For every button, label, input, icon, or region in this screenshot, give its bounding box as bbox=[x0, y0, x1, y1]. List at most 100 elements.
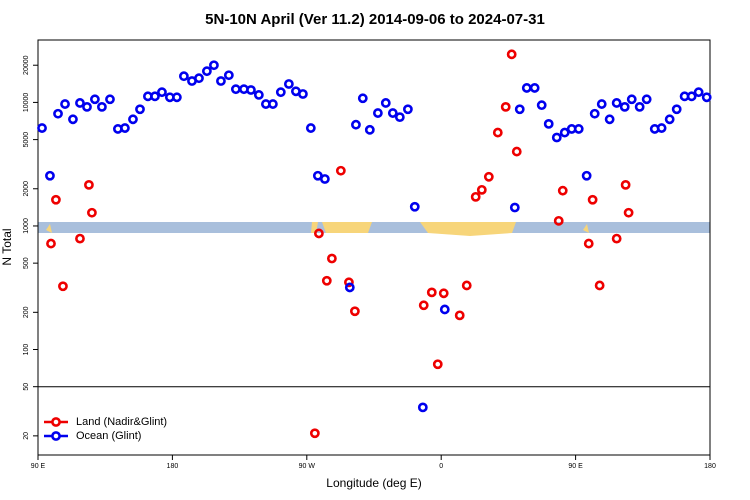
point bbox=[492, 127, 503, 138]
point bbox=[364, 124, 375, 135]
point bbox=[97, 101, 107, 112]
land-patch bbox=[46, 224, 52, 233]
point bbox=[223, 70, 234, 81]
point bbox=[596, 99, 607, 109]
y-tick-label: 2000 bbox=[23, 181, 30, 197]
point bbox=[470, 191, 481, 202]
y-tick-label: 5000 bbox=[23, 132, 30, 148]
x-axis-title: Longitude (deg E) bbox=[326, 476, 421, 490]
legend-marker bbox=[51, 431, 61, 441]
point bbox=[557, 185, 568, 196]
point bbox=[68, 114, 78, 125]
point bbox=[150, 91, 160, 102]
point bbox=[128, 114, 138, 125]
point bbox=[594, 280, 605, 291]
y-tick-label: 50 bbox=[23, 383, 30, 391]
point bbox=[309, 428, 320, 439]
point bbox=[619, 101, 630, 112]
point bbox=[51, 194, 61, 205]
point bbox=[75, 233, 85, 244]
point bbox=[589, 108, 600, 119]
point bbox=[604, 114, 615, 125]
point bbox=[335, 165, 346, 176]
point bbox=[201, 66, 212, 77]
point bbox=[626, 94, 637, 105]
point bbox=[402, 104, 413, 115]
point bbox=[483, 171, 494, 182]
point bbox=[75, 98, 85, 108]
point bbox=[587, 194, 598, 205]
point bbox=[84, 179, 94, 190]
legend-label: Ocean (Glint) bbox=[76, 430, 141, 442]
x-tick-label: 0 bbox=[439, 463, 443, 470]
point bbox=[409, 201, 420, 212]
point bbox=[357, 93, 368, 104]
x-tick-label: 180 bbox=[704, 463, 716, 470]
point bbox=[664, 114, 675, 125]
point bbox=[135, 104, 145, 115]
point bbox=[686, 91, 697, 102]
point bbox=[349, 306, 360, 317]
x-tick-label: 90 W bbox=[299, 463, 316, 470]
point bbox=[476, 184, 487, 195]
point bbox=[372, 108, 383, 118]
point bbox=[506, 49, 517, 60]
point bbox=[529, 83, 540, 93]
point bbox=[319, 174, 330, 184]
point bbox=[87, 207, 97, 218]
point bbox=[551, 132, 562, 143]
point bbox=[253, 90, 264, 100]
y-tick-label: 1000 bbox=[23, 218, 30, 234]
point bbox=[268, 99, 278, 109]
point bbox=[583, 238, 594, 249]
point bbox=[209, 60, 219, 71]
land-patch bbox=[583, 224, 589, 233]
point bbox=[157, 87, 167, 98]
point bbox=[216, 76, 226, 86]
point bbox=[60, 99, 70, 109]
point bbox=[461, 280, 472, 291]
point bbox=[620, 179, 631, 190]
point bbox=[394, 112, 405, 123]
point bbox=[326, 253, 337, 264]
y-tick-label: 100 bbox=[23, 344, 30, 356]
point bbox=[37, 123, 47, 133]
point bbox=[536, 100, 547, 111]
point bbox=[611, 233, 622, 244]
x-tick-label: 90 E bbox=[31, 463, 46, 470]
point bbox=[641, 94, 652, 105]
point bbox=[194, 73, 204, 84]
point bbox=[351, 119, 361, 130]
point bbox=[344, 282, 355, 293]
point bbox=[82, 101, 92, 112]
point bbox=[426, 287, 437, 298]
point bbox=[511, 146, 522, 157]
point bbox=[321, 275, 332, 286]
point bbox=[543, 118, 554, 129]
point bbox=[634, 101, 645, 112]
point bbox=[105, 94, 115, 105]
point bbox=[171, 92, 182, 103]
point bbox=[438, 288, 449, 299]
ocean-band bbox=[38, 222, 710, 233]
point bbox=[58, 281, 68, 292]
point bbox=[439, 304, 450, 315]
plot-frame bbox=[37, 39, 711, 456]
x-tick-label: 180 bbox=[167, 463, 179, 470]
x-tick-label: 90 E bbox=[568, 463, 583, 470]
point bbox=[514, 104, 525, 115]
point bbox=[693, 87, 704, 98]
point bbox=[178, 71, 189, 82]
point bbox=[611, 98, 622, 108]
point bbox=[701, 92, 712, 103]
land-patch bbox=[322, 222, 372, 233]
point bbox=[344, 277, 354, 288]
legend-label: Land (Nadir&Glint) bbox=[76, 416, 167, 428]
y-tick-label: 20000 bbox=[23, 55, 30, 75]
point bbox=[559, 127, 570, 138]
y-axis-title: N Total bbox=[0, 228, 14, 265]
point bbox=[623, 207, 634, 218]
point bbox=[283, 79, 294, 89]
point bbox=[275, 87, 286, 98]
